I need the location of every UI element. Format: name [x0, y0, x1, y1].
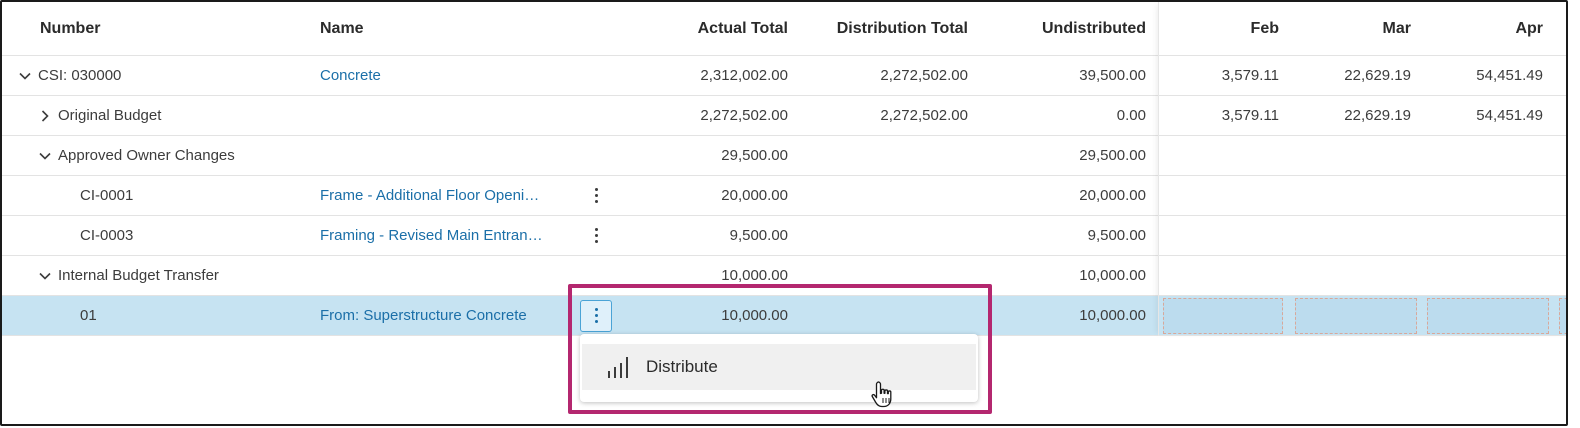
table-row[interactable]: 3,579.11 22,629.19 54,451.49 — [1159, 96, 1566, 136]
row-number: Approved Owner Changes — [58, 147, 235, 164]
column-header-actual-total[interactable]: Actual Total — [697, 19, 788, 37]
column-header-name[interactable]: Name — [320, 19, 364, 37]
bar-chart-icon — [608, 357, 628, 378]
undistributed-value: 0.00 — [1116, 107, 1146, 124]
actual-total-value: 2,272,502.00 — [700, 107, 788, 124]
table-row[interactable] — [1159, 176, 1566, 216]
menu-item-distribute[interactable]: Distribute — [582, 344, 976, 390]
menu-item-label: Distribute — [646, 357, 718, 376]
column-header-number[interactable]: Number — [40, 19, 101, 37]
distribution-total-value — [792, 136, 968, 175]
header-row-months: Feb Mar Apr — [1159, 2, 1566, 56]
actual-total-value: 9,500.00 — [729, 227, 788, 244]
row-name-link[interactable]: Concrete — [320, 67, 381, 84]
actual-total-value: 2,312,002.00 — [700, 67, 788, 84]
column-header-distribution-total[interactable]: Distribution Total — [836, 19, 968, 37]
chevron-down-icon[interactable] — [36, 267, 54, 285]
distribution-total-value: 2,272,502.00 — [880, 67, 968, 84]
distribution-total-value — [792, 216, 968, 255]
undistributed-value: 29,500.00 — [1079, 147, 1146, 164]
budget-grid-months: Feb Mar Apr 3,579.11 22,629.19 54,451.49… — [1158, 2, 1566, 336]
editable-month-cell[interactable] — [1559, 298, 1566, 334]
editable-month-cell[interactable] — [1163, 298, 1283, 334]
budget-grid-frozen: Number Name Actual Total Distribution To… — [2, 2, 1158, 336]
actual-total-value: 10,000.00 — [721, 267, 788, 284]
table-row-selected[interactable]: 01 From: Superstructure Concrete 10,000.… — [2, 296, 1158, 336]
row-number: 01 — [80, 307, 97, 324]
table-row-selected[interactable] — [1159, 296, 1566, 336]
table-row[interactable] — [1159, 136, 1566, 176]
chevron-down-icon[interactable] — [16, 67, 34, 85]
hand-pointer-cursor-icon — [871, 381, 892, 408]
row-actions-kebab-icon[interactable] — [585, 182, 607, 210]
header-row: Number Name Actual Total Distribution To… — [2, 2, 1158, 56]
month-value[interactable]: 3,579.11 — [1221, 107, 1279, 124]
undistributed-value: 10,000.00 — [1079, 307, 1146, 324]
table-row[interactable]: Internal Budget Transfer 10,000.00 10,00… — [2, 256, 1158, 296]
row-actions-kebab-icon[interactable] — [580, 299, 612, 332]
row-name-link[interactable]: Frame - Additional Floor Openi… — [320, 187, 540, 204]
month-value[interactable]: 54,451.49 — [1476, 107, 1543, 124]
row-actions-menu: Distribute — [580, 334, 978, 402]
column-header-undistributed[interactable]: Undistributed — [1042, 19, 1146, 37]
month-value[interactable]: 22,629.19 — [1344, 107, 1411, 124]
row-number: CI-0001 — [80, 187, 134, 204]
distribution-total-value — [792, 176, 968, 215]
table-row[interactable] — [1159, 216, 1566, 256]
editable-month-cell[interactable] — [1427, 298, 1549, 334]
column-header-month[interactable]: Apr — [1515, 19, 1543, 37]
row-actions-kebab-icon[interactable] — [585, 222, 607, 250]
editable-month-cell[interactable] — [1295, 298, 1417, 334]
row-name-link[interactable]: From: Superstructure Concrete — [320, 307, 527, 324]
undistributed-value: 9,500.00 — [1087, 227, 1146, 244]
table-row[interactable] — [1159, 256, 1566, 296]
table-row[interactable]: CI-0003 Framing - Revised Main Entran… 9… — [2, 216, 1158, 256]
row-number: CI-0003 — [80, 227, 134, 244]
row-number: Original Budget — [58, 107, 162, 124]
undistributed-value: 10,000.00 — [1079, 267, 1146, 284]
actual-total-value: 29,500.00 — [721, 147, 788, 164]
table-row[interactable]: CSI: 030000 Concrete 2,312,002.00 2,272,… — [2, 56, 1158, 96]
month-value[interactable]: 22,629.19 — [1344, 67, 1411, 84]
row-number: Internal Budget Transfer — [58, 267, 219, 284]
row-name-link[interactable]: Framing - Revised Main Entran… — [320, 227, 543, 244]
table-row[interactable]: 3,579.11 22,629.19 54,451.49 — [1159, 56, 1566, 96]
month-value[interactable]: 54,451.49 — [1476, 67, 1543, 84]
distribution-total-value — [792, 296, 968, 335]
column-header-month[interactable]: Feb — [1250, 19, 1279, 37]
chevron-right-icon[interactable] — [36, 107, 54, 125]
column-header-month[interactable]: Mar — [1382, 19, 1411, 37]
undistributed-value: 20,000.00 — [1079, 187, 1146, 204]
undistributed-value: 39,500.00 — [1079, 67, 1146, 84]
table-row[interactable]: Approved Owner Changes 29,500.00 29,500.… — [2, 136, 1158, 176]
actual-total-value: 20,000.00 — [721, 187, 788, 204]
table-row[interactable]: Original Budget 2,272,502.00 2,272,502.0… — [2, 96, 1158, 136]
distribution-total-value — [792, 256, 968, 295]
distribution-total-value: 2,272,502.00 — [880, 107, 968, 124]
month-value[interactable]: 3,579.11 — [1221, 67, 1279, 84]
row-number: CSI: 030000 — [38, 67, 122, 84]
actual-total-value: 10,000.00 — [721, 307, 788, 324]
table-row[interactable]: CI-0001 Frame - Additional Floor Openi… … — [2, 176, 1158, 216]
chevron-down-icon[interactable] — [36, 147, 54, 165]
